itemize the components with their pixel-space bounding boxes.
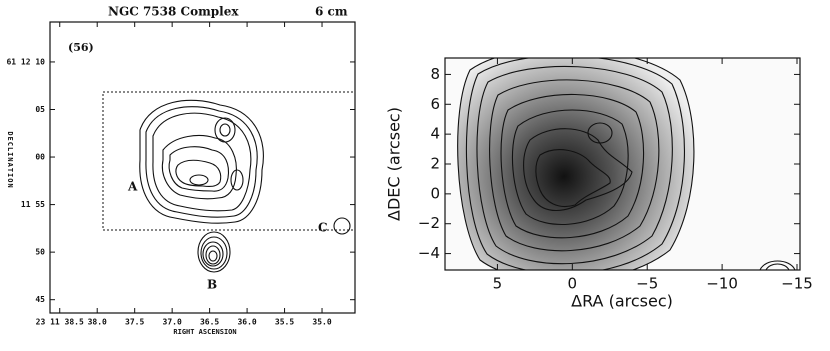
- y-axis-label: ΔDEC (arcsec): [385, 107, 404, 221]
- contour-c: [333, 217, 351, 235]
- x-tick-label: 38.0: [88, 318, 107, 327]
- panel-subtitle: 6 cm: [315, 5, 348, 19]
- x-tick-label: 37.5: [125, 318, 144, 327]
- y-tick-label: 50: [35, 248, 45, 257]
- annotation: A: [127, 180, 138, 194]
- x-tick-label: 35.0: [312, 318, 331, 327]
- y-tick-label: −2: [418, 214, 440, 232]
- x-axis-label: ΔRA (arcsec): [571, 292, 673, 311]
- y-tick-label: 8: [430, 65, 440, 83]
- y-tick-label: 6: [430, 95, 440, 113]
- x-tick-label: 36.0: [237, 318, 256, 327]
- x-tick-label: 23 11 38.5: [36, 318, 84, 327]
- y-tick-label: −4: [418, 244, 440, 262]
- x-tick-label: −10: [706, 275, 738, 293]
- y-tick-label: 05: [35, 105, 45, 114]
- y-tick-label: 61 12 10: [6, 57, 45, 66]
- x-tick-label: 37.0: [163, 318, 182, 327]
- y-tick-label: 45: [35, 295, 45, 304]
- y-tick-label: 4: [430, 125, 440, 143]
- annotation: C: [318, 221, 328, 235]
- dashed-box: [102, 91, 356, 231]
- x-tick-label: 0: [568, 275, 578, 293]
- contours-b: [197, 231, 231, 273]
- panel-title: NGC 7538 Complex: [108, 5, 239, 19]
- y-tick-label: 00: [35, 153, 45, 162]
- plot-frame: [49, 21, 356, 314]
- x-tick-label: 35.5: [275, 318, 294, 327]
- y-tick-label: 11 55: [21, 200, 45, 209]
- y-tick-label: 2: [430, 155, 440, 173]
- y-tick-label: 0: [430, 184, 440, 202]
- contours-a: [139, 99, 264, 224]
- x-axis-label: RIGHT ASCENSION: [173, 328, 236, 336]
- x-tick-label: −5: [636, 275, 658, 293]
- y-axis-label: DECLINATION: [6, 131, 14, 188]
- annotation: (56): [68, 41, 94, 54]
- x-tick-label: 36.5: [200, 318, 219, 327]
- x-tick-label: −15: [781, 275, 813, 293]
- annotation: B: [207, 278, 217, 292]
- intensity-map: [445, 58, 800, 270]
- x-tick-label: 5: [493, 275, 503, 293]
